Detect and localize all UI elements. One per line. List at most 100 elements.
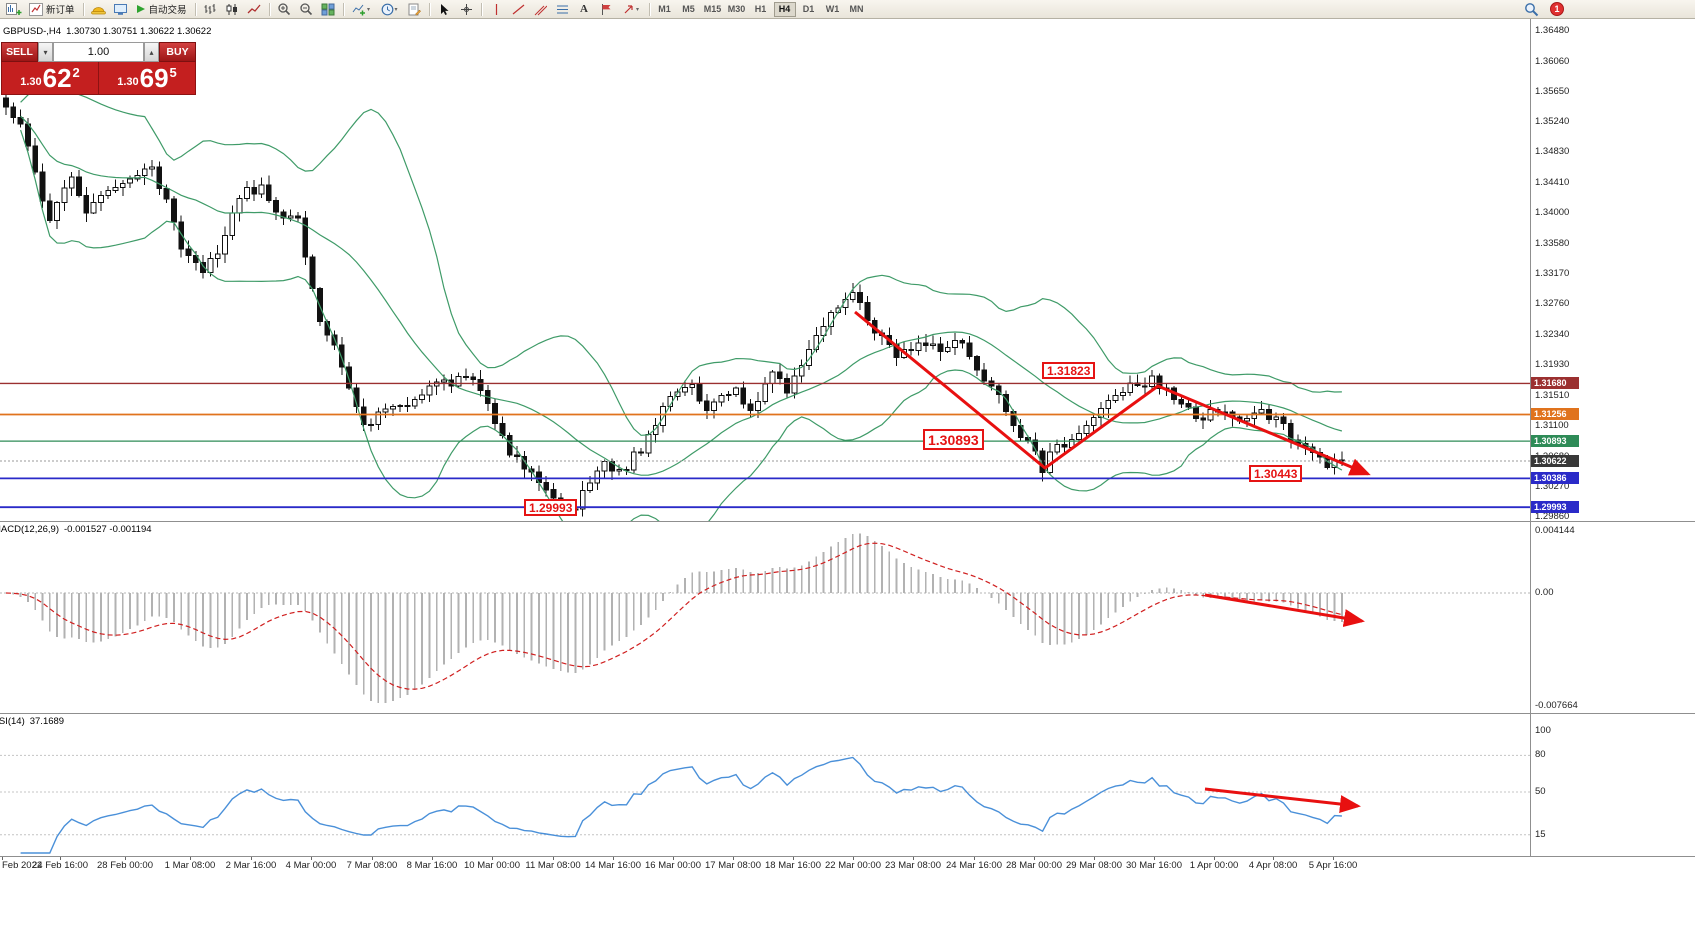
tf-button-d1[interactable]: D1 [802, 4, 815, 14]
time-axis-tick [432, 857, 433, 860]
trend-arrow[interactable] [854, 310, 1371, 476]
time-axis-tick [613, 857, 614, 860]
rsi-axis-label: 100 [1535, 725, 1551, 736]
time-axis-label: 22 Mar 00:00 [825, 860, 881, 871]
trend-arrow[interactable] [1204, 787, 1361, 813]
toolbar-separator [428, 2, 430, 16]
price-level-tag: 1.31680 [1531, 377, 1579, 389]
timeframe-toolbar: M1 M5 M15 M30 H1 H4 D1 W1 MN [654, 1, 868, 17]
time-axis-label: 24 Mar 16:00 [946, 860, 1002, 871]
buy-button[interactable]: BUY [159, 42, 196, 62]
buy-price[interactable]: 1.30 69 5 [99, 62, 195, 94]
fibonacci-icon[interactable] [552, 1, 573, 17]
volume-decrease-spinner[interactable]: ▾ [38, 42, 53, 62]
tf-button-m30[interactable]: M30 [727, 4, 746, 14]
macd-name: MACD(12,26,9) [0, 524, 59, 535]
volume-increase-spinner[interactable]: ▴ [144, 42, 159, 62]
price-axis-label: 1.34000 [1535, 207, 1570, 218]
zoom-in-icon[interactable] [274, 1, 295, 17]
vertical-line-icon[interactable] [486, 1, 507, 17]
arrow-tools-icon[interactable]: ▾ [618, 1, 645, 17]
tf-button-mn[interactable]: MN [849, 4, 864, 14]
macd-axis-label: -0.007664 [1535, 700, 1578, 711]
macd-axis[interactable]: 0.004144 0.00 -0.007664 [1531, 521, 1695, 713]
metaeditor-icon[interactable] [88, 1, 109, 17]
time-axis-label: 4 Mar 00:00 [285, 860, 337, 871]
rsi-panel-chart[interactable] [0, 713, 1530, 856]
panel-separator [0, 856, 1695, 857]
price-chart[interactable] [0, 19, 1530, 521]
tf-button-m5[interactable]: M5 [682, 4, 695, 14]
indicators-icon[interactable]: ▾ [348, 1, 375, 17]
time-axis-tick [553, 857, 554, 860]
time-axis-label: 18 Mar 16:00 [765, 860, 821, 871]
panel-separator[interactable] [0, 713, 1695, 714]
search-icon[interactable] [1521, 1, 1542, 17]
candlestick-chart-icon[interactable] [222, 1, 243, 17]
time-axis-tick [125, 857, 126, 860]
sell-button[interactable]: SELL [1, 42, 38, 62]
terminal-icon[interactable] [110, 1, 131, 17]
rsi-value: 37.1689 [29, 716, 65, 727]
label-flag-icon[interactable] [596, 1, 617, 17]
autotrading-button[interactable]: 自动交易 [132, 1, 191, 17]
sell-price[interactable]: 1.30 62 2 [2, 62, 98, 94]
symbol-name: GBPUSD-,H4 [3, 26, 62, 37]
time-axis-tick [372, 857, 373, 860]
main-toolbar: 新订单 自动交易 [0, 0, 1695, 19]
clock-icon[interactable]: ▾ [376, 1, 403, 17]
price-annotation[interactable]: 1.31823 [1042, 362, 1096, 379]
time-axis-label: 11 Mar 08:00 [525, 860, 581, 871]
time-axis-tick [1273, 857, 1274, 860]
trend-arrow[interactable] [1204, 593, 1365, 627]
new-order-button[interactable]: 新订单 [25, 1, 79, 17]
new-chart-icon[interactable] [3, 1, 24, 17]
macd-panel-chart[interactable] [0, 521, 1530, 713]
notes-icon[interactable] [404, 1, 425, 17]
line-chart-icon[interactable] [244, 1, 265, 17]
rsi-axis-label: 80 [1535, 749, 1546, 760]
bar-chart-icon[interactable] [200, 1, 221, 17]
time-axis[interactable]: Feb 2022 24 Feb 16:00 28 Feb 00:00 1 Mar 08… [0, 857, 1695, 875]
rsi-label: RSI(14) 37.1689 [0, 716, 69, 727]
volume-input[interactable] [53, 42, 144, 62]
time-axis-label: 30 Mar 16:00 [1126, 860, 1182, 871]
cursor-icon[interactable] [434, 1, 455, 17]
rsi-axis-label: 50 [1535, 786, 1546, 797]
crosshair-icon[interactable] [456, 1, 477, 17]
price-axis-label: 1.35240 [1535, 116, 1570, 127]
price-level-tag: 1.30386 [1531, 472, 1579, 484]
time-axis-label: 8 Mar 16:00 [406, 860, 458, 871]
tile-windows-icon[interactable] [318, 1, 339, 17]
notification-badge[interactable]: 1 [1550, 2, 1564, 16]
price-annotation[interactable]: 1.29993 [524, 499, 578, 516]
rsi-axis[interactable]: 100 80 50 15 [1531, 713, 1695, 856]
zoom-out-icon[interactable] [296, 1, 317, 17]
price-annotation[interactable]: 1.30893 [923, 429, 984, 450]
tf-button-m15[interactable]: M15 [703, 4, 722, 14]
time-axis-label: 17 Mar 08:00 [705, 860, 761, 871]
price-axis[interactable]: 1.36480 1.36060 1.35650 1.35240 1.34830 1.344… [1531, 19, 1695, 522]
price-annotation[interactable]: 1.30443 [1249, 465, 1303, 482]
macd-label: MACD(12,26,9) -0.001527 -0.001194 [0, 524, 157, 535]
sell-price-big: 62 [42, 63, 72, 93]
trendline-icon[interactable] [508, 1, 529, 17]
symbol-header: GBPUSD-,H4 1.30730 1.30751 1.30622 1.3062… [3, 26, 216, 37]
time-axis-label: 2 Mar 16:00 [225, 860, 277, 871]
text-tool-icon[interactable]: A [580, 3, 588, 15]
tf-button-h4[interactable]: H4 [773, 1, 796, 17]
price-divider [98, 62, 99, 94]
time-axis-label: 4 Apr 08:00 [1248, 860, 1298, 871]
candlestick-series [3, 94, 1345, 517]
new-order-icon [29, 2, 43, 16]
price-level-tag: 1.29993 [1531, 501, 1579, 513]
equidistant-channel-icon[interactable] [530, 1, 551, 17]
time-axis-tick [60, 857, 61, 860]
tf-button-w1[interactable]: W1 [825, 4, 840, 14]
panel-separator[interactable] [0, 521, 1695, 522]
price-axis-label: 1.35650 [1535, 86, 1570, 97]
toolbar-separator [648, 2, 650, 16]
tf-button-h1[interactable]: H1 [754, 4, 767, 14]
tf-button-m1[interactable]: M1 [658, 4, 671, 14]
